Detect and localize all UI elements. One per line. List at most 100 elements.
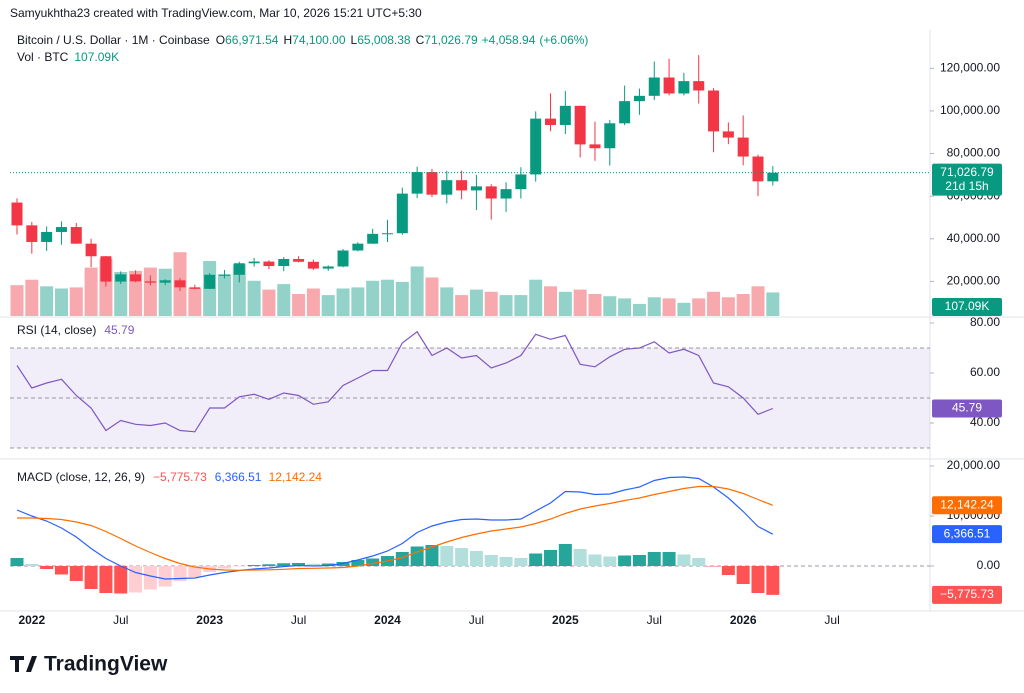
histogram-bar	[677, 554, 691, 566]
x-tick-label: 2023	[196, 613, 223, 627]
volume-bar	[54, 288, 68, 316]
volume-bar	[677, 302, 691, 316]
x-tick-label: Jul	[469, 613, 484, 627]
rsi-tag: 45.79	[952, 401, 982, 415]
symbol-title: Bitcoin / U.S. Dollar · 1M · Coinbase	[17, 33, 210, 47]
histogram-bar	[395, 552, 409, 566]
x-tick-label: 2025	[552, 613, 579, 627]
volume-bar	[425, 277, 439, 316]
candle-body	[530, 118, 542, 175]
candle-body	[293, 259, 305, 262]
candle-body	[515, 174, 527, 190]
volume-bar	[766, 292, 780, 316]
macd-line	[16, 476, 774, 580]
volume-bar	[469, 289, 483, 316]
volume-bar	[707, 291, 721, 316]
rsi-band	[10, 348, 930, 448]
histogram-bar	[173, 566, 187, 581]
volume-bar	[499, 295, 513, 316]
candle-body	[41, 231, 53, 242]
histogram-value: −5,775.73	[153, 470, 207, 484]
candle-body	[767, 172, 779, 182]
histogram-bar	[558, 544, 572, 566]
volume-bar	[647, 297, 661, 316]
signal-line	[17, 485, 774, 571]
legend: Bitcoin / U.S. Dollar · 1M · Coinbase O66…	[17, 33, 588, 47]
histogram-bar	[217, 566, 231, 569]
legend: MACD (close, 12, 26, 9) −5,775.73 6,366.51…	[17, 470, 322, 484]
volume-tag: 107.09K	[945, 299, 990, 313]
histogram-bar	[707, 566, 721, 567]
histogram-bar	[499, 557, 513, 566]
histogram-bar	[440, 546, 454, 566]
candle-body	[648, 77, 660, 96]
y-tick-label: 0.00	[977, 558, 1001, 572]
macd-title: MACD (close, 12, 26, 9)	[17, 470, 145, 484]
volume-bar	[306, 288, 320, 316]
legend: RSI (14, close) 45.79	[17, 323, 135, 337]
candle-body	[633, 95, 645, 102]
histogram-bar	[69, 566, 83, 581]
histogram-bar	[692, 558, 706, 566]
candle-body	[115, 274, 127, 282]
histogram-bar	[262, 564, 276, 566]
volume-bar	[143, 267, 157, 316]
histogram-bar	[455, 548, 469, 566]
histogram-bar	[469, 551, 483, 566]
candle-body	[85, 243, 97, 257]
change-pct: (+6.06%)	[539, 33, 588, 47]
histogram-bar	[247, 565, 261, 566]
candle-body	[233, 263, 245, 275]
x-tick-label: Jul	[824, 613, 839, 627]
volume-bar	[484, 291, 498, 316]
histogram-bar	[366, 558, 380, 566]
volume-bar	[25, 279, 39, 316]
volume-bar	[217, 274, 231, 316]
volume-bar	[262, 289, 276, 316]
candle-body	[708, 90, 720, 132]
candle-body	[500, 189, 512, 199]
candle-body	[204, 274, 216, 289]
volume-tag-bg	[932, 298, 1002, 316]
volume-bar	[247, 280, 261, 316]
rsi-value: 45.79	[104, 323, 134, 337]
legend: Vol · BTC 107.09K	[17, 50, 119, 64]
ohlc-key: L	[351, 33, 358, 47]
histogram-bar	[529, 553, 543, 566]
candle-body	[307, 261, 319, 269]
volume-bar	[588, 294, 602, 316]
ohlc-key: C	[416, 33, 425, 47]
volume-bar	[455, 295, 469, 316]
histogram-bar	[25, 564, 39, 566]
histogram-bar	[277, 563, 291, 566]
candle-body	[174, 280, 186, 288]
candle-body	[352, 243, 364, 251]
signal-tag: 12,142.24	[940, 497, 994, 511]
histogram-bar	[751, 566, 765, 593]
histogram-tag: −5,775.73	[940, 587, 994, 601]
volume-bar	[736, 294, 750, 316]
histogram-bar	[84, 566, 98, 589]
histogram-bar	[321, 563, 335, 566]
price-tag: 71,026.79	[940, 165, 994, 179]
volume-bar	[573, 289, 587, 316]
histogram-bar	[484, 555, 498, 566]
histogram-bar	[736, 566, 750, 584]
volume-bar	[618, 298, 632, 316]
volume-bar	[336, 288, 350, 316]
candle-body	[559, 105, 571, 126]
volume-bar	[410, 266, 424, 316]
histogram-bar	[721, 566, 735, 575]
candle-body	[574, 105, 586, 145]
histogram-bar	[544, 550, 558, 566]
candle-body	[189, 287, 201, 289]
candle-body	[382, 233, 393, 235]
histogram-bar	[425, 545, 439, 566]
x-tick-label: Jul	[291, 613, 306, 627]
candle-body	[26, 225, 38, 242]
volume-bar	[351, 287, 365, 316]
volume-bar	[395, 281, 409, 316]
histogram-bar	[410, 546, 424, 566]
candle-body	[218, 274, 230, 276]
volume-bar	[321, 295, 335, 316]
